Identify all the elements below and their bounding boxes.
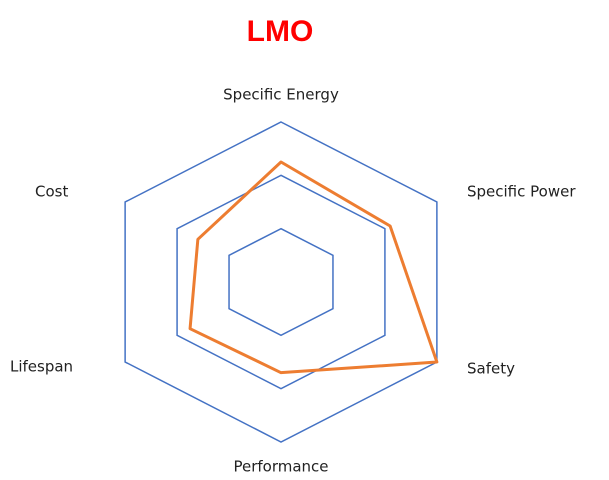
axis-label: Safety — [467, 360, 515, 378]
grid-ring — [124, 121, 438, 443]
axis-label: Specific Power — [467, 183, 576, 201]
axis-label: Performance — [233, 458, 328, 476]
series-line — [188, 160, 439, 375]
grid-ring — [228, 227, 334, 337]
axis-label: Cost — [35, 183, 68, 201]
grid-ring — [176, 174, 386, 390]
axis-label: Lifespan — [10, 358, 73, 376]
axis-label: Specific Energy — [223, 86, 339, 104]
chart-title: LMO — [247, 15, 314, 48]
